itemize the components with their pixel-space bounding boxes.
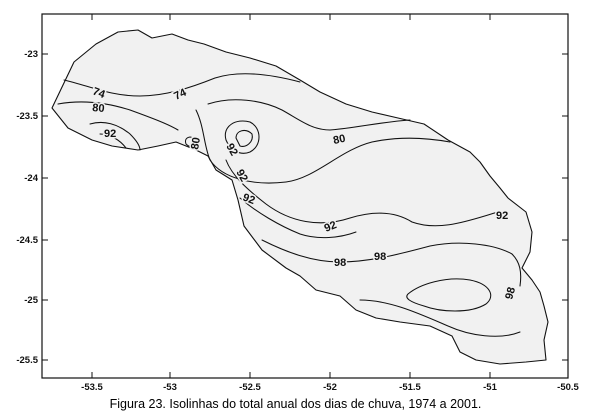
y-tick-label: -23 [24, 49, 38, 60]
x-tick-label: -53.5 [81, 382, 103, 393]
contour-92-inner [239, 197, 357, 239]
figure-caption: Figura 23. Isolinhas do total anual dos … [109, 397, 482, 411]
x-tick-label: -53 [163, 382, 177, 393]
contour-98-east [406, 278, 492, 312]
contour-label: 80 [332, 133, 346, 147]
contour-92-ring [224, 120, 260, 154]
y-tick-label: -25 [24, 295, 38, 306]
contour-label: 80 [189, 136, 203, 150]
contour-label: 98 [374, 251, 386, 263]
contour-loop-small [185, 136, 196, 147]
contour-labels: 74 74 80 80 80 92 92 92 92 92 92 98 98 9… [89, 84, 519, 302]
contour-92-west [89, 121, 141, 151]
contour-98 [261, 239, 522, 287]
contour-lines [57, 73, 522, 337]
x-tick-label: -50.5 [557, 382, 579, 393]
contour-98-lower [359, 299, 521, 337]
x-tick-label: -52 [323, 382, 337, 393]
region-outline [51, 29, 549, 365]
contour-label: 92 [241, 192, 257, 207]
y-tick-label: -23.5 [16, 111, 38, 122]
y-tick-label: -24.5 [16, 235, 38, 246]
contour-label: 92 [104, 128, 116, 140]
contour-label: 80 [92, 102, 105, 115]
contour-80-west [57, 101, 179, 131]
contour-label: 92 [496, 210, 508, 222]
contour-92-west-2 [99, 133, 127, 149]
x-tick-label: -52.5 [239, 382, 261, 393]
contour-label: 98 [503, 286, 518, 301]
y-tick-label: -25.5 [16, 355, 38, 366]
x-tick-label: -51.5 [399, 382, 421, 393]
contour-label: 98 [334, 257, 346, 269]
x-tick-label: -51 [483, 382, 497, 393]
contour-80-upper [207, 99, 411, 131]
tick-marks [42, 14, 568, 378]
contour-80-central [195, 109, 451, 184]
y-tick-label: -24 [24, 173, 38, 184]
contour-74 [63, 73, 301, 97]
contour-92-south [225, 159, 499, 227]
contour-92-ring-inner [235, 129, 253, 147]
